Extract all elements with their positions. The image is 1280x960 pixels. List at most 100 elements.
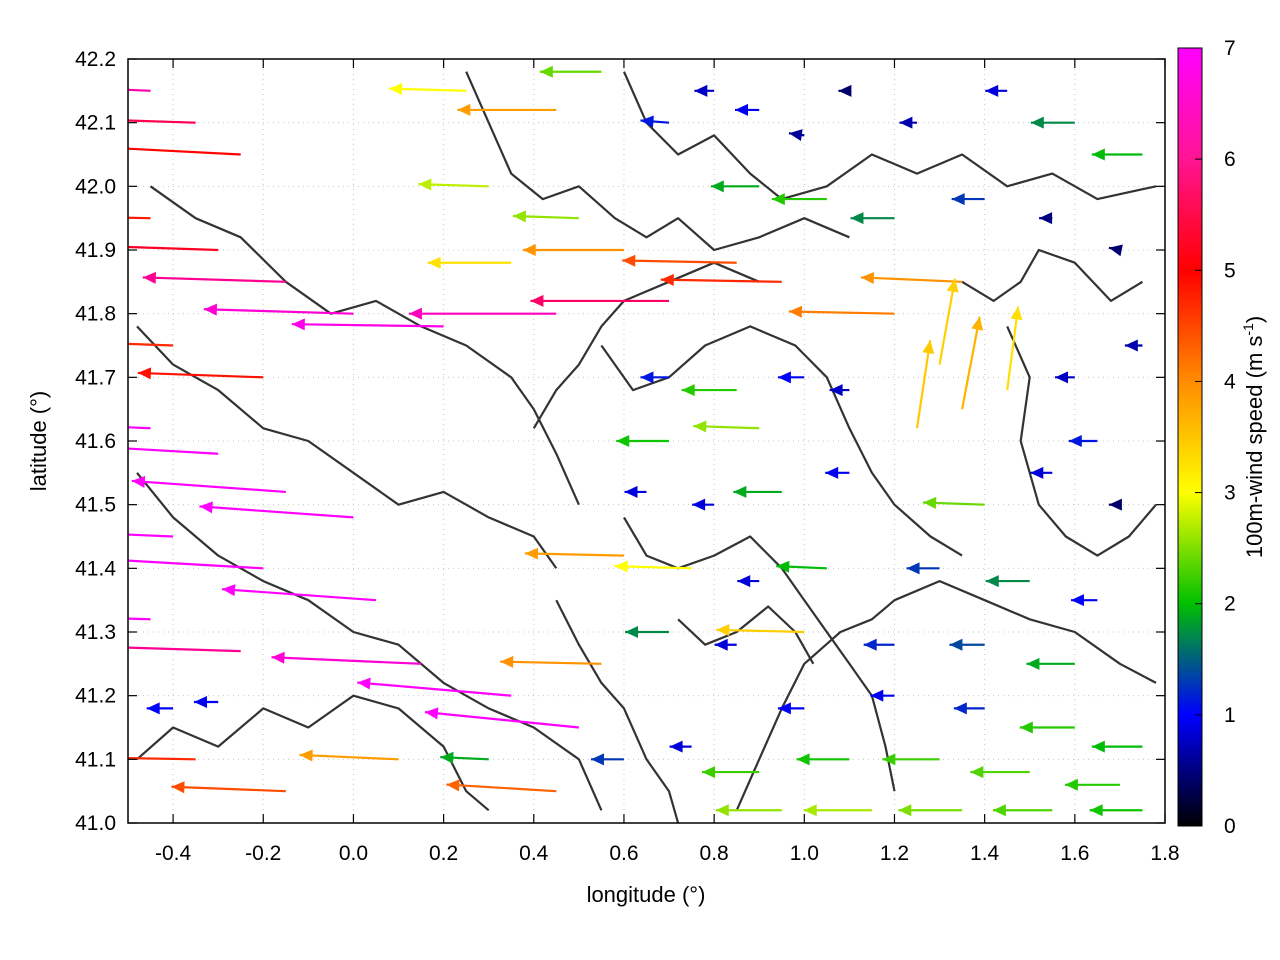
y-tick-label: 41.1 (75, 748, 116, 771)
wind-vector-head (716, 624, 730, 637)
wind-vector-head (590, 753, 604, 766)
wind-vector-head (946, 278, 959, 293)
wind-vector-head (0, 416, 10, 428)
wind-vector-shaft (915, 340, 932, 429)
colorbar-tick-label: 2 (1224, 593, 1236, 616)
wind-vector-head (777, 702, 791, 715)
wind-vector-head (59, 113, 72, 125)
wind-vector-head (418, 178, 432, 191)
wind-vector-head (829, 384, 843, 397)
y-tick-label: 41.2 (75, 685, 116, 708)
wind-vectors (0, 65, 1143, 817)
wind-vector-head (427, 256, 441, 269)
wind-vector-head (850, 212, 864, 225)
x-tick-label: 0.0 (339, 842, 368, 865)
wind-vector-head (882, 753, 896, 766)
colorbar-tick-label: 6 (1224, 148, 1236, 171)
wind-vector-head (524, 547, 539, 560)
contour-line (532, 261, 760, 429)
x-tick-label: 0.2 (429, 842, 458, 865)
wind-vector-shaft (500, 660, 602, 665)
wind-vector-shaft (137, 371, 264, 379)
wind-vector-head (1124, 339, 1138, 352)
wind-vector-head (19, 524, 32, 536)
wind-vector-shaft (860, 276, 963, 283)
wind-vector-head (838, 84, 852, 97)
wind-vector-head (440, 751, 454, 764)
colorbar (1177, 47, 1203, 827)
wind-vector-shaft (128, 216, 151, 220)
wind-vector-head (971, 316, 984, 331)
colorbar-tick-label: 7 (1224, 37, 1236, 60)
wind-vector-head (992, 804, 1006, 817)
wind-vector-head (625, 626, 639, 638)
wind-vector-head (660, 273, 674, 286)
wind-vector-head (714, 638, 728, 651)
wind-vector-head (870, 689, 884, 702)
wind-vector-shaft (128, 447, 219, 455)
wind-vector-shaft (424, 711, 579, 729)
colorbar-title-end: ) (1242, 316, 1267, 323)
wind-vector-head (715, 804, 729, 817)
wind-vector-head (953, 702, 967, 715)
x-axis-title: longitude (°) (587, 882, 706, 907)
wind-vector-shaft (716, 628, 805, 634)
x-tick-label: 1.8 (1150, 842, 1179, 865)
wind-vector-shaft (131, 479, 286, 494)
wind-vector-head (1039, 212, 1053, 225)
wind-vector-head (291, 318, 305, 331)
wind-vector-head (52, 336, 65, 348)
contour-line (149, 185, 580, 506)
wind-vector-head (681, 384, 695, 397)
wind-vector-head (539, 65, 553, 78)
wind-vector-head (389, 83, 403, 96)
wind-vector-head (131, 475, 146, 488)
wind-vector-head (771, 193, 785, 206)
x-tick-label: 0.4 (519, 842, 549, 865)
wind-vector-head (788, 129, 803, 141)
wind-vector-shaft (271, 656, 422, 665)
wind-vector-head (863, 638, 877, 651)
wind-vector-head (970, 766, 984, 779)
wind-vector-head (171, 781, 185, 794)
wind-vector-head (299, 749, 313, 762)
wind-vector-shaft (128, 119, 196, 124)
x-tick-label: -0.4 (155, 842, 192, 865)
wind-vector-head (446, 779, 460, 792)
wind-vector-shaft (128, 342, 174, 347)
colorbar-title: 100m-wind speed (m s-1) (1240, 316, 1267, 558)
wind-vector-head (899, 116, 913, 129)
y-tick-label: 41.6 (75, 430, 116, 453)
colorbar-tick-label: 5 (1224, 259, 1236, 282)
wind-vector-head (146, 702, 160, 715)
wind-vector-shaft (128, 245, 219, 252)
contour-line (136, 325, 558, 569)
contour-line (677, 605, 815, 665)
wind-vector-head (221, 584, 236, 597)
wind-vector-shaft (221, 588, 377, 602)
wind-vector-head (710, 180, 724, 193)
wind-vector-head (408, 307, 422, 320)
colorbar-tick-label: 3 (1224, 482, 1236, 505)
wind-vector-head (199, 501, 213, 514)
wind-vector-head (614, 560, 628, 573)
wind-vector-head (1108, 244, 1123, 257)
wind-vector-shaft (128, 533, 174, 538)
wind-vector-head (522, 244, 536, 256)
wind-vector-head (622, 254, 636, 267)
wind-vector-head (776, 560, 790, 573)
colorbar-tick-label: 1 (1224, 704, 1236, 727)
wind-vector-head (1089, 804, 1103, 817)
wind-vector-head (1091, 148, 1105, 161)
y-tick-label: 41.5 (75, 494, 116, 517)
x-axis-ticks: -0.4 -0.2 0.0 0.2 0.4 0.6 0.8 1.0 1.2 1.4 1.6 1.8 (155, 59, 1180, 865)
wind-vector-head (424, 707, 439, 720)
wind-vector-shaft (622, 259, 737, 264)
colorbar-title-main: 100m-wind speed (m s (1242, 336, 1267, 559)
wind-vector-shaft (128, 147, 241, 156)
wind-vector-shaft (961, 316, 981, 410)
wind-vector-head (1030, 116, 1044, 129)
wind-vector-head (357, 677, 371, 690)
wind-vector-head (693, 420, 707, 433)
